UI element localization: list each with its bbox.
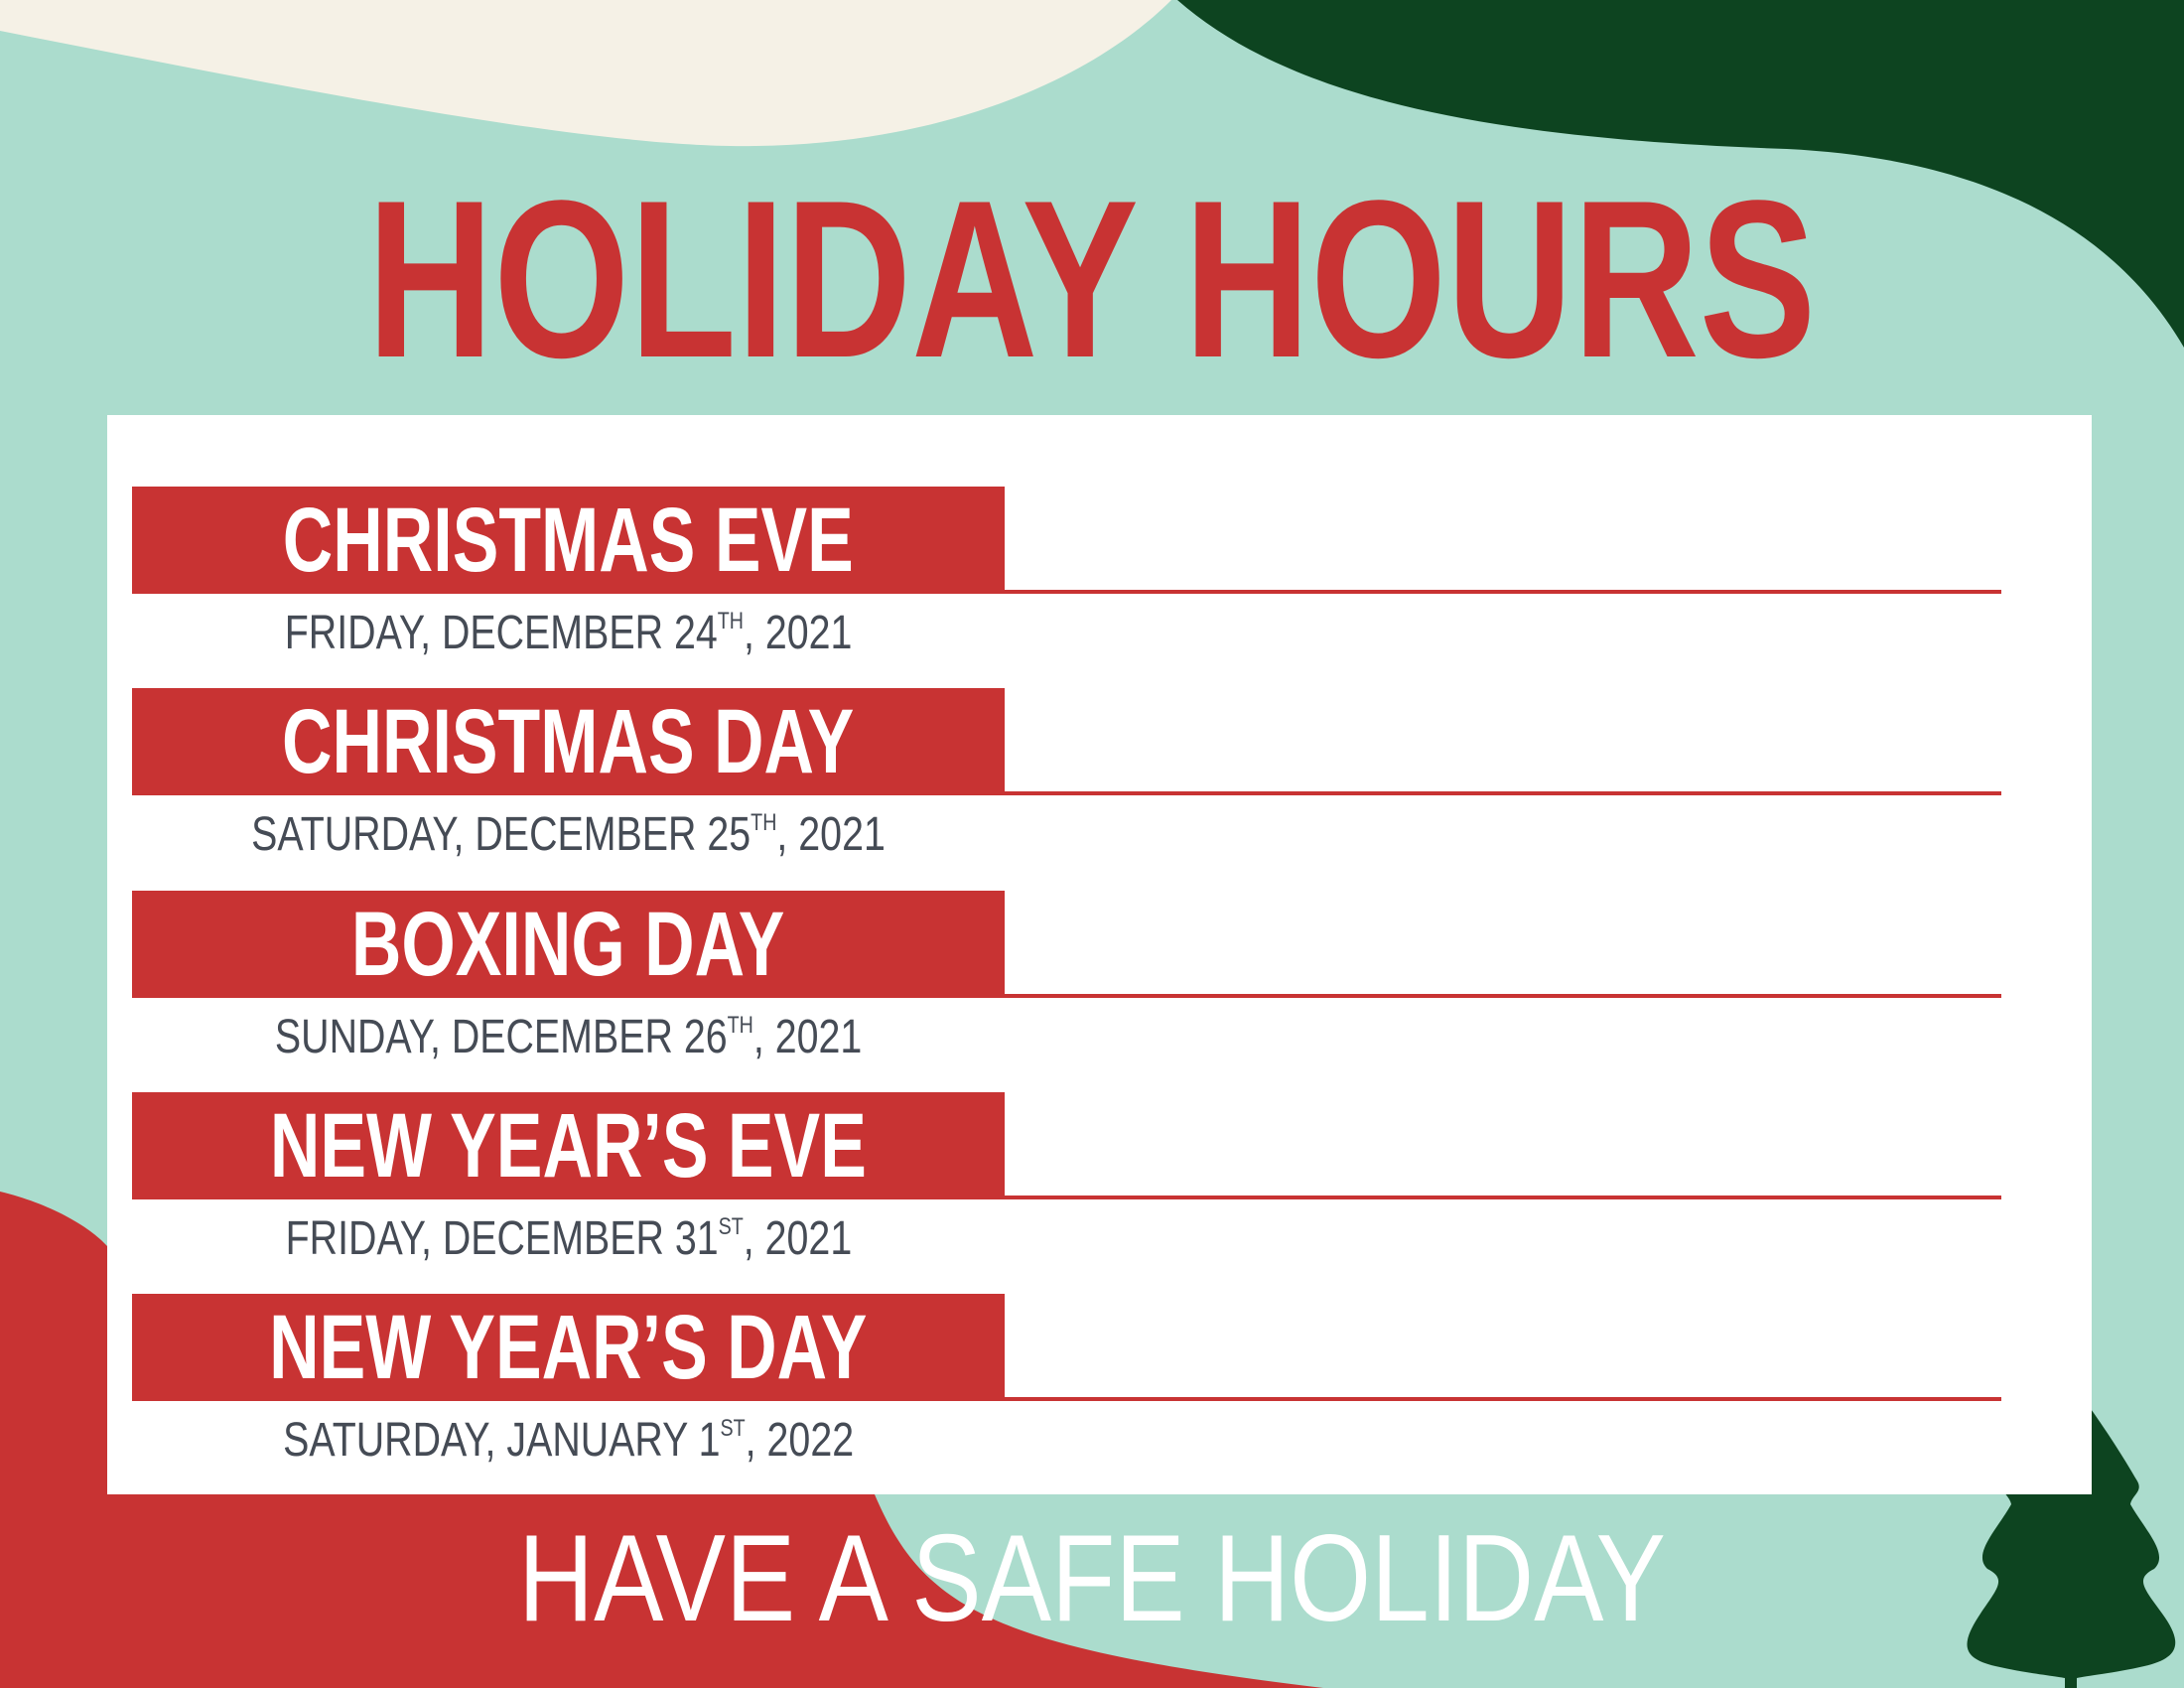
date-text: FRIDAY, DECEMBER 31 [285,1212,719,1265]
holiday-name-bar: CHRISTMAS EVE [132,487,1005,594]
hours-panel: CHRISTMAS EVE FRIDAY, DECEMBER 24TH, 202… [107,415,2092,1494]
holiday-name: CHRISTMAS DAY [282,691,855,792]
date-text: FRIDAY, DECEMBER 24 [284,607,718,659]
holiday-name: NEW YEAR’S DAY [269,1297,868,1398]
date-suffix: TH [727,1012,753,1039]
red-shape [0,1192,1323,1688]
page-title: HOLIDAY HOURS [0,167,2184,391]
date-suffix: ST [720,1415,746,1442]
date-year: , 2021 [752,1011,863,1063]
holiday-name: CHRISTMAS EVE [283,490,854,591]
date-text: SATURDAY, DECEMBER 25 [251,808,751,861]
hours-line [1005,1397,2001,1401]
title-text: HOLIDAY HOURS [367,153,1817,404]
holiday-date: SUNDAY, DECEMBER 26TH, 2021 [132,1008,1005,1067]
holiday-row: CHRISTMAS EVE FRIDAY, DECEMBER 24TH, 202… [132,487,2001,688]
holiday-row: NEW YEAR’S EVE FRIDAY, DECEMBER 31ST, 20… [132,1092,2001,1294]
holiday-name-bar: BOXING DAY [132,891,1005,998]
holiday-row: CHRISTMAS DAY SATURDAY, DECEMBER 25TH, 2… [132,688,2001,890]
date-year: , 2021 [743,1212,852,1265]
date-suffix: TH [751,809,777,836]
holiday-name: NEW YEAR’S EVE [270,1095,867,1196]
date-year: , 2021 [776,808,886,861]
holiday-date: SATURDAY, DECEMBER 25TH, 2021 [132,805,1005,865]
cream-shape [0,0,1171,147]
footer-text: HAVE A SAFE HOLIDAY [518,1510,1666,1647]
holiday-name-bar: NEW YEAR’S EVE [132,1092,1005,1199]
holiday-date: FRIDAY, DECEMBER 24TH, 2021 [132,604,1005,663]
holiday-name-bar: NEW YEAR’S DAY [132,1294,1005,1401]
hours-line [1005,590,2001,594]
hours-line [1005,1196,2001,1199]
date-year: , 2022 [745,1414,854,1467]
date-suffix: ST [718,1213,744,1240]
holiday-row: BOXING DAY SUNDAY, DECEMBER 26TH, 2021 [132,891,2001,1092]
holiday-date: FRIDAY, DECEMBER 31ST, 2021 [132,1209,1005,1269]
hours-line [1005,994,2001,998]
holiday-row: NEW YEAR’S DAY SATURDAY, JANUARY 1ST, 20… [132,1294,2001,1495]
hours-line [1005,791,2001,795]
date-suffix: TH [717,608,744,634]
holiday-name-bar: CHRISTMAS DAY [132,688,1005,795]
holiday-date: SATURDAY, JANUARY 1ST, 2022 [132,1411,1005,1471]
holiday-name: BOXING DAY [351,894,785,995]
dark-green-shape [1177,0,2184,348]
footer-message: HAVE A SAFE HOLIDAY [0,1517,2184,1640]
date-text: SUNDAY, DECEMBER 26 [274,1011,728,1063]
date-year: , 2021 [743,607,853,659]
date-text: SATURDAY, JANUARY 1 [282,1414,721,1467]
